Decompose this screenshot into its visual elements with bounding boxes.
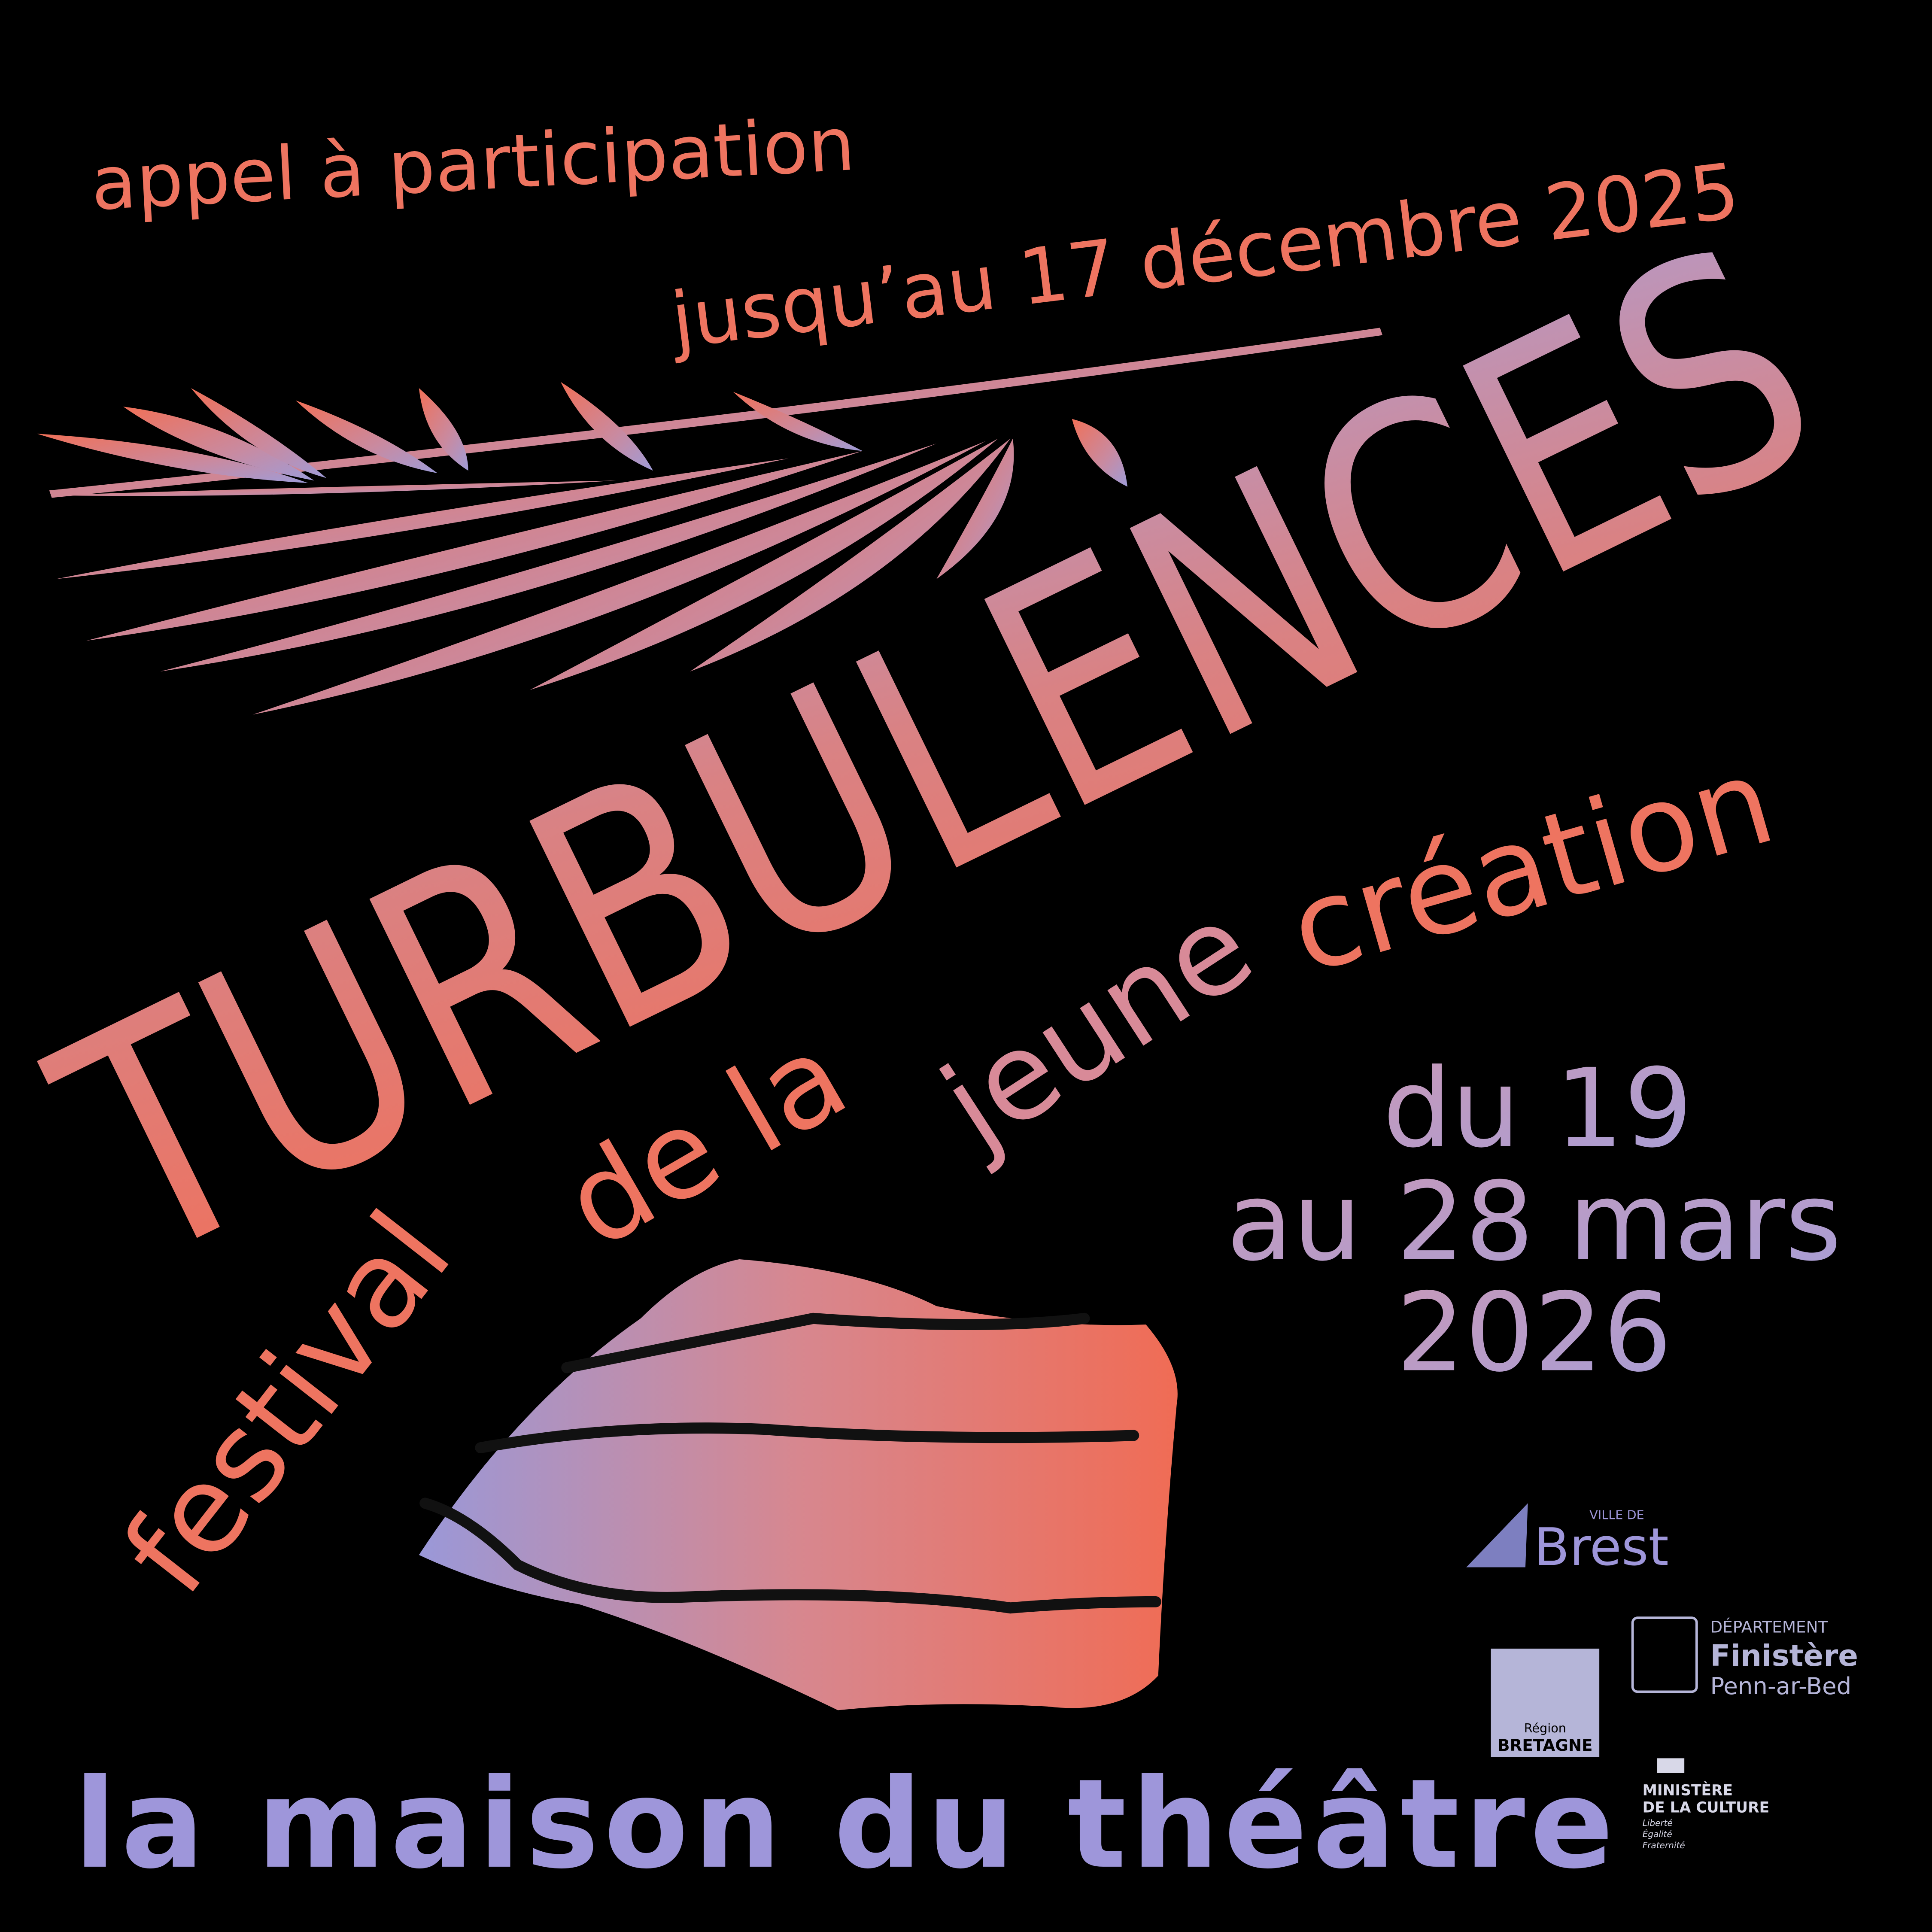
logo-text: DE LA CULTURE <box>1643 1799 1770 1817</box>
logo-text: Région <box>1524 1721 1566 1735</box>
logo-text: Finistère <box>1710 1639 1858 1673</box>
date-line: au 28 mars <box>1227 1159 1842 1285</box>
logo-text: Liberté <box>1643 1818 1673 1828</box>
logo-text: MINISTÈRE <box>1643 1781 1733 1799</box>
logo-text: VILLE DE <box>1589 1508 1644 1522</box>
finistere-logo: DÉPARTEMENT Finistère Penn-ar-Bed <box>1631 1616 1858 1700</box>
culture-logo: MINISTÈRE DE LA CULTURE Liberté Égalité … <box>1643 1758 1770 1850</box>
bretagne-logo: Région BRETAGNE <box>1491 1648 1600 1757</box>
venue-name: la maison du théâtre <box>74 1753 1619 1896</box>
date-line: 2026 <box>1396 1270 1672 1396</box>
logo-text: BRETAGNE <box>1498 1736 1592 1755</box>
brest-logo: VILLE DE Brest <box>1466 1503 1669 1577</box>
logo-text: Égalité <box>1643 1829 1672 1839</box>
logo-text: Brest <box>1534 1517 1669 1577</box>
branch-illustration <box>37 328 1383 715</box>
logo-text: DÉPARTEMENT <box>1710 1618 1828 1637</box>
logo-text: Penn-ar-Bed <box>1710 1672 1851 1700</box>
logo-text: Fraternité <box>1643 1840 1685 1850</box>
dates: du 19 au 28 mars 2026 <box>1227 1045 1842 1396</box>
stone-illustration <box>419 1259 1178 1710</box>
date-line: du 19 <box>1383 1045 1693 1172</box>
